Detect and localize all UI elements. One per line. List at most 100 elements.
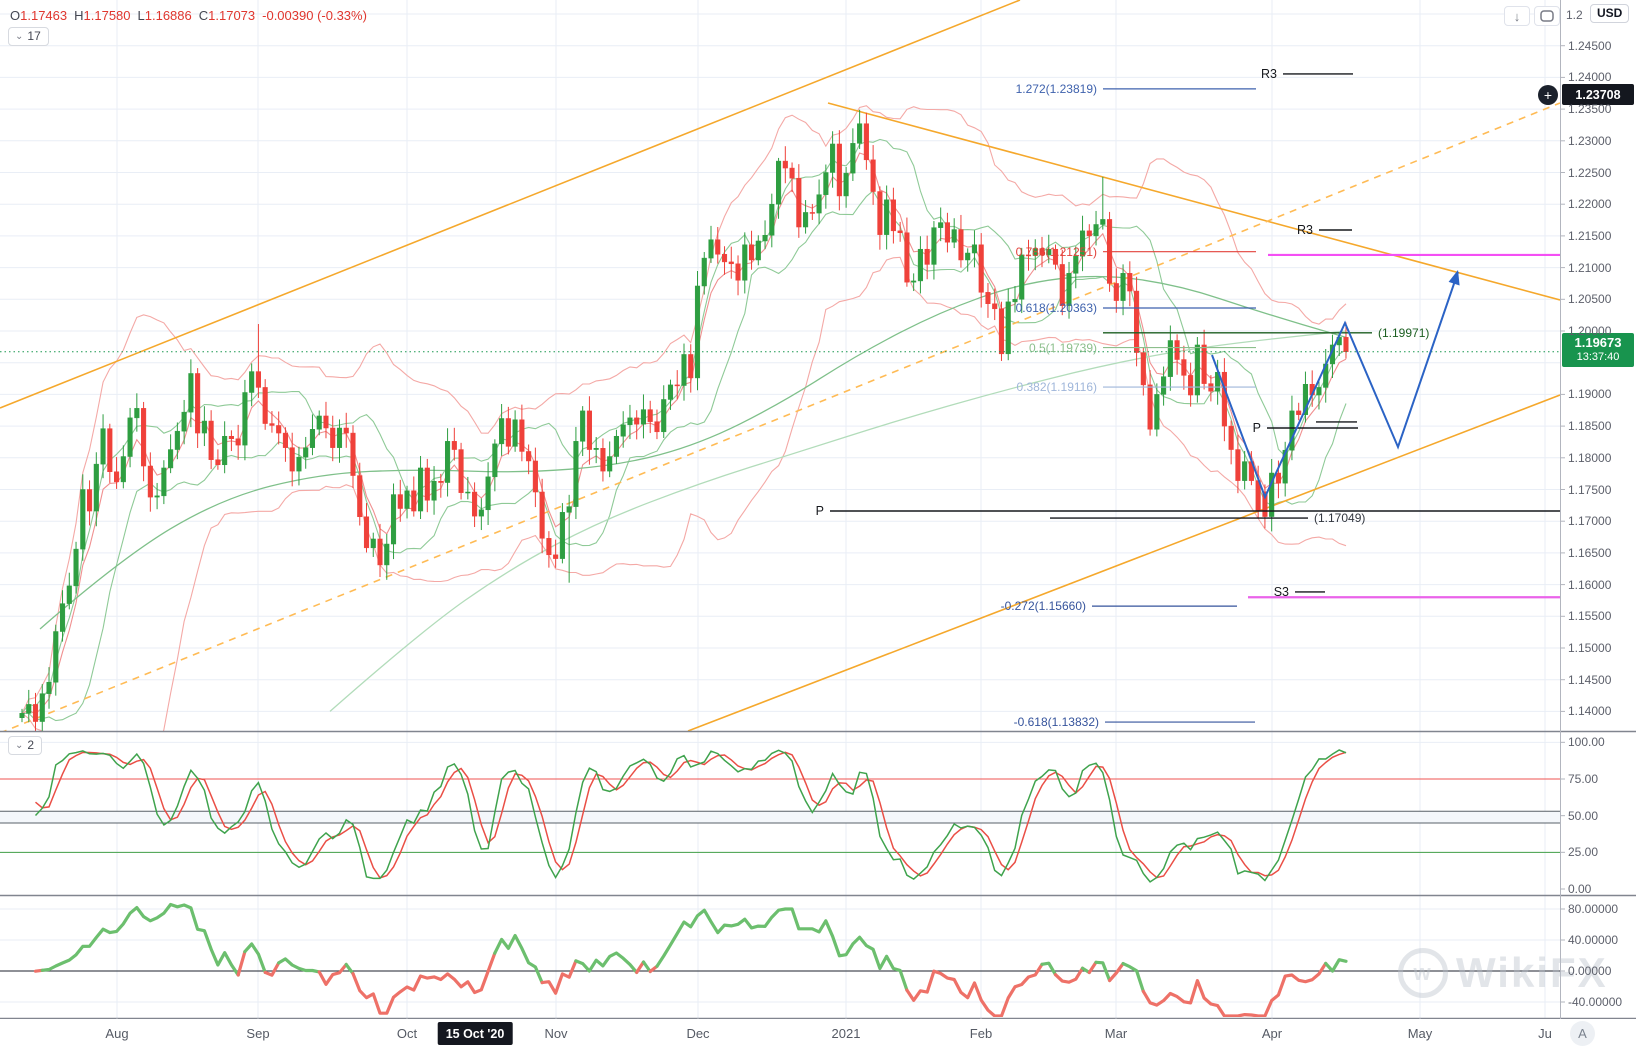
candle (26, 704, 32, 714)
frame-icon (1540, 10, 1554, 22)
candle (573, 441, 579, 507)
candle (417, 467, 424, 512)
indicator-collapse-chip-main[interactable]: ⌄ 17 (8, 27, 49, 46)
legend-low-label: L (137, 8, 145, 23)
candle (742, 244, 748, 281)
annotation-price-label: (1.19971) (1378, 325, 1430, 340)
time-label-clipped: Ju (1538, 1026, 1552, 1041)
candle (330, 427, 336, 448)
candle (59, 603, 66, 632)
legend-high-value: 1.17580 (83, 8, 131, 23)
candle (944, 222, 950, 243)
candle (708, 239, 714, 259)
price-axis-label: 1.24500 (1568, 38, 1612, 53)
annotation-price-label: (1.17049) (1314, 511, 1366, 526)
price-axis-label: 1.15500 (1568, 609, 1612, 624)
candle (168, 449, 174, 469)
candle (1167, 340, 1173, 377)
time-axis-label: Dec (686, 1026, 710, 1041)
candle (1127, 273, 1133, 292)
price-axis-label: 1.14500 (1568, 672, 1612, 687)
candle (1113, 283, 1119, 301)
candle (222, 435, 228, 466)
indicator-count-pane2: 2 (27, 738, 35, 752)
pane2-curves (34, 749, 1347, 883)
candle (485, 476, 491, 511)
legend-change-value: -0.00390 (-0.33%) (262, 8, 367, 23)
candle (458, 449, 464, 493)
arrow-head-icon (1448, 270, 1460, 286)
candle (1275, 472, 1281, 484)
candle (39, 693, 45, 722)
candle (735, 263, 741, 281)
time-axis-label: Nov (544, 1026, 568, 1041)
candle (1174, 340, 1180, 360)
candle (1262, 491, 1268, 517)
fib-level-label: 0.382(1.19116) (1016, 380, 1097, 395)
candle (1019, 254, 1025, 300)
candle (262, 387, 268, 424)
price-axis-label: 1.21000 (1568, 260, 1612, 275)
price-axis-label: 1.23500 (1568, 102, 1612, 117)
indicator-collapse-chip-pane2[interactable]: ⌄ 2 (8, 736, 43, 755)
candle (53, 631, 59, 683)
candle (1242, 461, 1248, 481)
indicator-count-main: 17 (27, 29, 41, 43)
legend-high-label: H (74, 8, 84, 23)
candle (857, 123, 863, 144)
indicator-bands (21, 105, 1347, 731)
price-axis-label: 1.16500 (1568, 545, 1612, 560)
time-axis[interactable]: Aug Sep Oct Nov Dec 2021 Feb Mar Apr May 15 Oct '… (0, 1019, 1636, 1048)
time-axis-label: Oct (396, 1026, 418, 1041)
currency-chip[interactable]: USD (1590, 4, 1630, 23)
pane2-levels (0, 778, 1560, 853)
candle (93, 463, 99, 512)
price-axis-label: 1.14000 (1568, 704, 1612, 719)
candle (1147, 384, 1153, 430)
candle (73, 548, 79, 587)
level-price-badge: 1.23708 (1562, 84, 1634, 105)
candle (397, 494, 403, 509)
candle (958, 229, 964, 261)
candle (870, 159, 876, 192)
countdown-timer: 13:37:40 (1576, 351, 1620, 364)
pane2-axis-label: 100.00 (1568, 735, 1605, 750)
screenshot-button[interactable] (1534, 6, 1560, 26)
candle (796, 177, 802, 228)
candle (100, 428, 106, 465)
candle (1086, 230, 1092, 237)
candle (80, 489, 86, 550)
fib-level-label: -0.272(1.15660) (1000, 599, 1086, 614)
candle (255, 371, 261, 388)
candle (19, 713, 25, 718)
candle (1289, 410, 1295, 451)
price-axis-label: 1.22500 (1568, 165, 1612, 180)
add-alert-button[interactable]: + (1538, 85, 1558, 105)
candle (499, 418, 505, 445)
account-button[interactable]: A (1570, 1021, 1595, 1046)
candle (607, 456, 613, 472)
candle (931, 227, 937, 265)
candle (803, 212, 809, 228)
scroll-to-latest-button[interactable]: ↓ (1504, 6, 1530, 26)
trendlines (0, 0, 1560, 731)
pane2-axis-label: 25.00 (1568, 845, 1599, 860)
candle (289, 447, 295, 472)
last-price-badge: 1.19673 13:37:40 (1562, 333, 1634, 367)
candle (114, 471, 120, 483)
pane2-axis-label: 75.00 (1568, 771, 1599, 786)
candle (478, 509, 484, 517)
candle (445, 441, 451, 483)
candle (282, 432, 288, 448)
candle (681, 354, 687, 386)
candle (728, 261, 734, 265)
candle (985, 292, 991, 304)
candle (1039, 248, 1045, 256)
fib-level-label: -0.618(1.13832) (1013, 715, 1099, 730)
candle (593, 448, 599, 450)
level-lines (0, 73, 1560, 723)
candle (782, 160, 788, 169)
candle (431, 481, 437, 501)
